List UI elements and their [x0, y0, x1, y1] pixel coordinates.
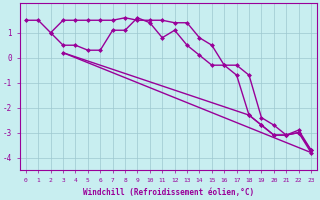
X-axis label: Windchill (Refroidissement éolien,°C): Windchill (Refroidissement éolien,°C): [83, 188, 254, 197]
